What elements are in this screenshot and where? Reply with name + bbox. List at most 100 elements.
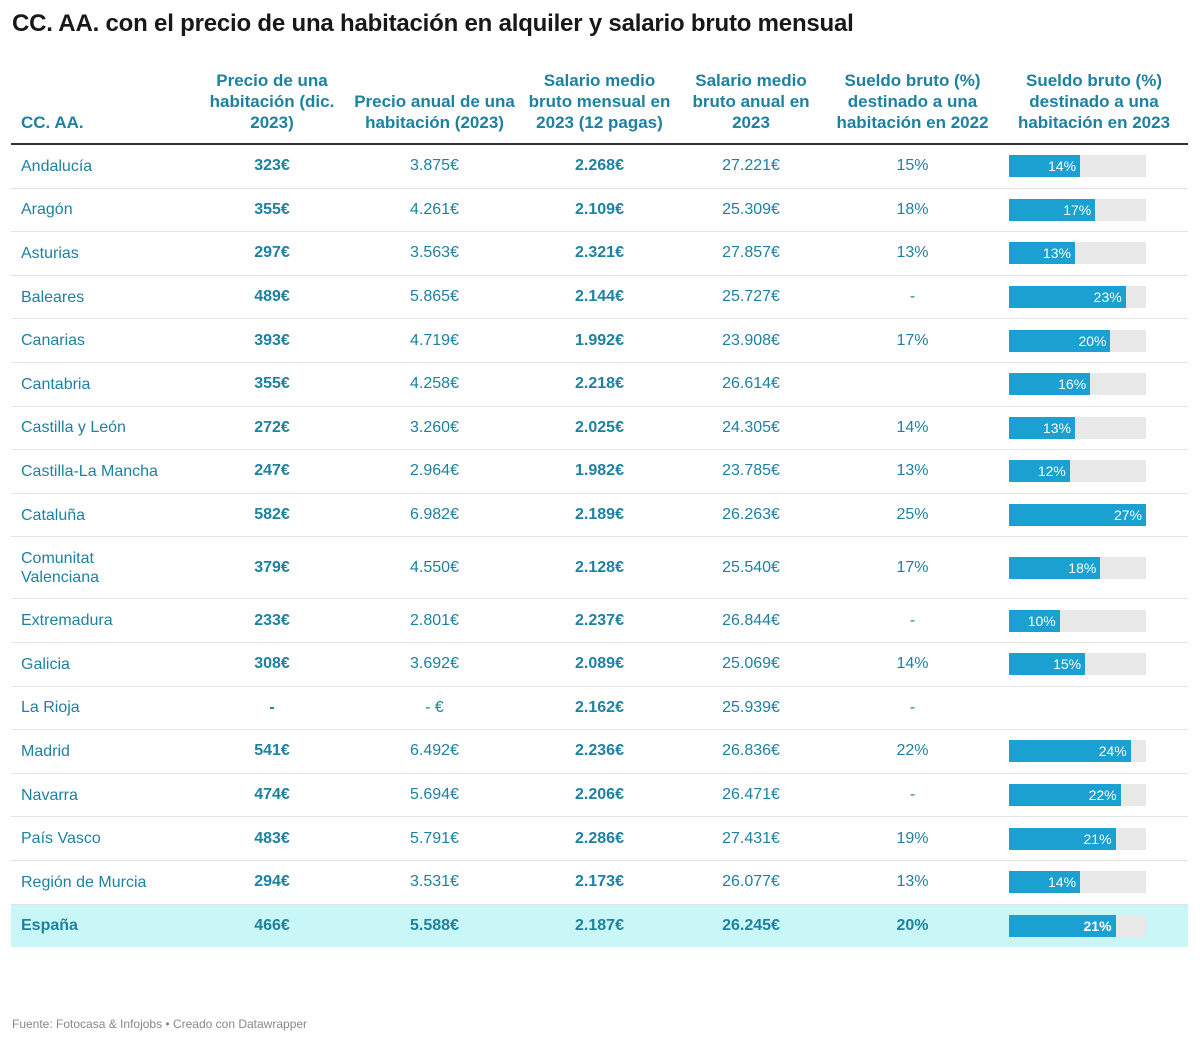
pct-2023-cell: 12% bbox=[1000, 449, 1188, 494]
pct-2023-cell: 21% bbox=[1000, 816, 1188, 861]
region-cell: Comunitat Valenciana bbox=[11, 536, 197, 600]
bar-fill: 21% bbox=[1009, 914, 1116, 937]
pct-2022-cell: 15% bbox=[825, 144, 1000, 189]
pct-2022-cell: 14% bbox=[825, 406, 1000, 451]
column-header-precio-anual[interactable]: Precio anual de una habitación (2023) bbox=[347, 70, 522, 145]
precio-cell: 393€ bbox=[197, 318, 347, 363]
precio-cell: 379€ bbox=[197, 536, 347, 600]
pct-2022-cell: 19% bbox=[825, 816, 1000, 861]
precio-anual-cell: 3.260€ bbox=[347, 406, 522, 451]
precio-anual-cell: 5.588€ bbox=[347, 904, 522, 948]
header-row: CC. AA. Precio de una habitación (dic. 2… bbox=[11, 70, 1188, 145]
precio-cell: 247€ bbox=[197, 449, 347, 494]
bar-track: 22% bbox=[1009, 784, 1146, 807]
column-header-region[interactable]: CC. AA. bbox=[11, 70, 197, 145]
bar-track: 24% bbox=[1009, 740, 1146, 763]
bar-fill: 20% bbox=[1009, 329, 1111, 352]
salario-mensual-cell: 2.268€ bbox=[522, 144, 677, 189]
salario-mensual-cell: 2.237€ bbox=[522, 598, 677, 643]
salario-anual-cell: 26.471€ bbox=[677, 773, 825, 818]
bar-track: 12% bbox=[1009, 460, 1146, 483]
salario-mensual-cell: 2.128€ bbox=[522, 536, 677, 600]
salario-anual-cell: 25.939€ bbox=[677, 686, 825, 731]
salario-mensual-cell: 2.144€ bbox=[522, 275, 677, 320]
table-row: Canarias 393€ 4.719€ 1.992€ 23.908€ 17% 20% bbox=[11, 318, 1188, 363]
pct-2023-cell: 24% bbox=[1000, 729, 1188, 774]
precio-cell: 541€ bbox=[197, 729, 347, 774]
region-cell: Castilla y León bbox=[11, 406, 197, 451]
precio-cell: 308€ bbox=[197, 642, 347, 687]
table-row: Navarra 474€ 5.694€ 2.206€ 26.471€ -22% bbox=[11, 773, 1188, 818]
table-row: Andalucía 323€ 3.875€ 2.268€ 27.221€ 15% 14% bbox=[11, 144, 1188, 189]
precio-anual-cell: 6.982€ bbox=[347, 493, 522, 538]
bar-fill: 12% bbox=[1009, 460, 1070, 483]
source-footer: Fuente: Fotocasa & Infojobs • Creado con… bbox=[12, 1017, 308, 1031]
precio-anual-cell: 2.801€ bbox=[347, 598, 522, 643]
pct-2023-cell: 27% bbox=[1000, 493, 1188, 538]
pct-2022-cell: 13% bbox=[825, 449, 1000, 494]
salario-anual-cell: 25.069€ bbox=[677, 642, 825, 687]
precio-cell: 474€ bbox=[197, 773, 347, 818]
bar-fill: 15% bbox=[1009, 653, 1086, 676]
salario-mensual-cell: 1.982€ bbox=[522, 449, 677, 494]
bar-track: 23% bbox=[1009, 286, 1146, 309]
column-header-precio[interactable]: Precio de una habitación (dic. 2023) bbox=[197, 70, 347, 145]
region-cell: Andalucía bbox=[11, 144, 197, 189]
pct-2022-cell: - bbox=[825, 598, 1000, 643]
salario-mensual-cell: 2.218€ bbox=[522, 362, 677, 407]
bar-fill: 16% bbox=[1009, 373, 1091, 396]
table-body: Andalucía 323€ 3.875€ 2.268€ 27.221€ 15% 14% Ar… bbox=[11, 144, 1188, 948]
pct-2023-cell: 20% bbox=[1000, 318, 1188, 363]
salario-anual-cell: 27.221€ bbox=[677, 144, 825, 189]
column-header-pct-2022[interactable]: Sueldo bruto (%) destinado a una habitac… bbox=[825, 70, 1000, 145]
table-row: Castilla y León 272€ 3.260€ 2.025€ 24.305€ 14… bbox=[11, 406, 1188, 451]
salario-mensual-cell: 2.189€ bbox=[522, 493, 677, 538]
precio-anual-cell: 4.258€ bbox=[347, 362, 522, 407]
bar-track: 18% bbox=[1009, 556, 1146, 579]
bar-track: 15% bbox=[1009, 653, 1146, 676]
precio-anual-cell: 3.875€ bbox=[347, 144, 522, 189]
bar-fill: 13% bbox=[1009, 416, 1075, 439]
precio-cell: 355€ bbox=[197, 362, 347, 407]
bar-fill: 10% bbox=[1009, 609, 1060, 632]
column-header-salario-mensual[interactable]: Salario medio bruto mensual en 2023 (12 … bbox=[522, 70, 677, 145]
precio-anual-cell: 4.261€ bbox=[347, 188, 522, 233]
precio-anual-cell: 4.550€ bbox=[347, 536, 522, 600]
salario-anual-cell: 26.836€ bbox=[677, 729, 825, 774]
salario-mensual-cell: 2.025€ bbox=[522, 406, 677, 451]
bar-track: 13% bbox=[1009, 242, 1146, 265]
region-cell: Región de Murcia bbox=[11, 860, 197, 905]
region-cell: Aragón bbox=[11, 188, 197, 233]
data-table: CC. AA. Precio de una habitación (dic. 2… bbox=[11, 70, 1188, 948]
salario-anual-cell: 26.077€ bbox=[677, 860, 825, 905]
table-row: País Vasco 483€ 5.791€ 2.286€ 27.431€ 19% 21% bbox=[11, 816, 1188, 861]
table-row: Asturias 297€ 3.563€ 2.321€ 27.857€ 13% 13% bbox=[11, 231, 1188, 276]
bar-track: 21% bbox=[1009, 827, 1146, 850]
salario-anual-cell: 23.785€ bbox=[677, 449, 825, 494]
region-cell: Madrid bbox=[11, 729, 197, 774]
column-header-pct-2023[interactable]: Sueldo bruto (%) destinado a una habitac… bbox=[1000, 70, 1188, 145]
region-cell: Navarra bbox=[11, 773, 197, 818]
salario-anual-cell: 27.857€ bbox=[677, 231, 825, 276]
region-cell: Baleares bbox=[11, 275, 197, 320]
pct-2022-cell: 20% bbox=[825, 904, 1000, 948]
bar-track: 16% bbox=[1009, 373, 1146, 396]
table-row: Castilla-La Mancha 247€ 2.964€ 1.982€ 23.785… bbox=[11, 449, 1188, 494]
table-row: Cantabria 355€ 4.258€ 2.218€ 26.614€ 16% bbox=[11, 362, 1188, 407]
region-cell: Galicia bbox=[11, 642, 197, 687]
salario-anual-cell: 27.431€ bbox=[677, 816, 825, 861]
pct-2023-cell: 18% bbox=[1000, 536, 1188, 600]
salario-anual-cell: 26.614€ bbox=[677, 362, 825, 407]
table-row: Baleares 489€ 5.865€ 2.144€ 25.727€ -23% bbox=[11, 275, 1188, 320]
pct-2023-cell: 14% bbox=[1000, 860, 1188, 905]
salario-anual-cell: 26.844€ bbox=[677, 598, 825, 643]
pct-2022-cell: 13% bbox=[825, 860, 1000, 905]
bar-fill: 21% bbox=[1009, 827, 1116, 850]
pct-2022-cell: - bbox=[825, 773, 1000, 818]
bar-fill: 17% bbox=[1009, 198, 1096, 221]
bar-track: 20% bbox=[1009, 329, 1146, 352]
precio-cell: 466€ bbox=[197, 904, 347, 948]
precio-cell: - bbox=[197, 686, 347, 731]
salario-mensual-cell: 1.992€ bbox=[522, 318, 677, 363]
column-header-salario-anual[interactable]: Salario medio bruto anual en 2023 bbox=[677, 70, 825, 145]
